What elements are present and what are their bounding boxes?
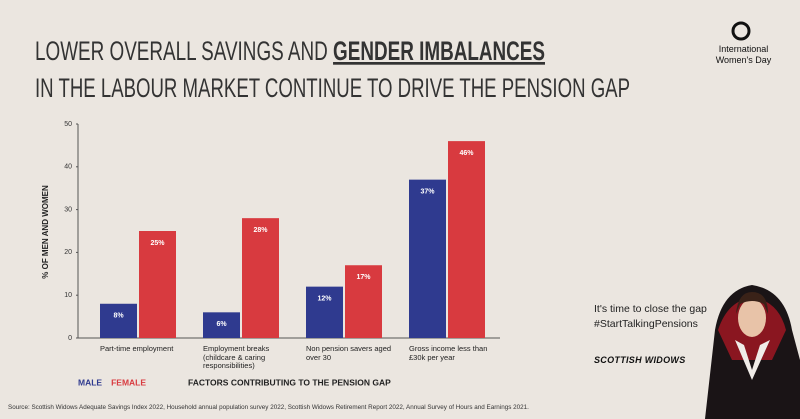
bar bbox=[345, 265, 382, 338]
iwd-logo bbox=[731, 21, 751, 41]
person-illustration bbox=[705, 285, 800, 419]
value-label: 28% bbox=[253, 227, 268, 234]
y-tick-label: 20 bbox=[64, 249, 72, 256]
bar bbox=[139, 231, 176, 338]
bar bbox=[100, 303, 137, 338]
y-tick-label: 0 bbox=[68, 335, 72, 342]
bar bbox=[448, 141, 485, 338]
x-tick-label: Part-time employment bbox=[100, 344, 174, 353]
x-axis-title: FACTORS CONTRIBUTING TO THE PENSION GAP bbox=[188, 377, 391, 387]
campaign-hashtag: #StartTalkingPensions bbox=[594, 318, 698, 330]
value-label: 37% bbox=[420, 188, 435, 195]
legend-entry: FEMALE bbox=[111, 377, 146, 387]
legend-entry: MALE bbox=[78, 377, 102, 387]
title-start: LOWER OVERALL SAVINGS AND bbox=[35, 36, 333, 66]
title-line-2: IN THE LABOUR MARKET CONTINUE TO DRIVE T… bbox=[35, 73, 630, 103]
value-label: 12% bbox=[317, 295, 332, 302]
value-label: 17% bbox=[356, 274, 371, 281]
y-axis-title: % OF MEN AND WOMEN bbox=[41, 185, 50, 279]
y-tick-label: 40 bbox=[64, 164, 72, 171]
brand: SCOTTISH WIDOWS bbox=[594, 355, 686, 365]
value-label: 8% bbox=[113, 313, 124, 320]
x-tick-label: Non pension savers aged over 30 bbox=[306, 344, 392, 362]
x-tick-label: Employment breaks (childcare & caring re… bbox=[203, 344, 270, 370]
y-tick-label: 30 bbox=[64, 206, 72, 213]
campaign-line: It's time to close the gap bbox=[594, 303, 707, 315]
title-line-1: LOWER OVERALL SAVINGS AND GENDER IMBALAN… bbox=[35, 36, 545, 66]
bar bbox=[409, 179, 446, 338]
y-tick-label: 50 bbox=[64, 121, 72, 128]
bar bbox=[203, 312, 240, 338]
title-emphasis: GENDER IMBALANCES bbox=[333, 36, 545, 66]
value-label: 6% bbox=[216, 321, 227, 328]
value-label: 46% bbox=[459, 150, 474, 157]
iwd-badge: International Women's Day bbox=[715, 44, 772, 65]
y-tick-label: 10 bbox=[64, 292, 72, 299]
bar bbox=[306, 286, 343, 338]
x-tick-label: Gross income less than £30k per year bbox=[409, 344, 488, 362]
value-label: 25% bbox=[150, 240, 165, 247]
bar bbox=[242, 218, 279, 338]
source-note: Source: Scottish Widows Adequate Savings… bbox=[8, 404, 529, 411]
